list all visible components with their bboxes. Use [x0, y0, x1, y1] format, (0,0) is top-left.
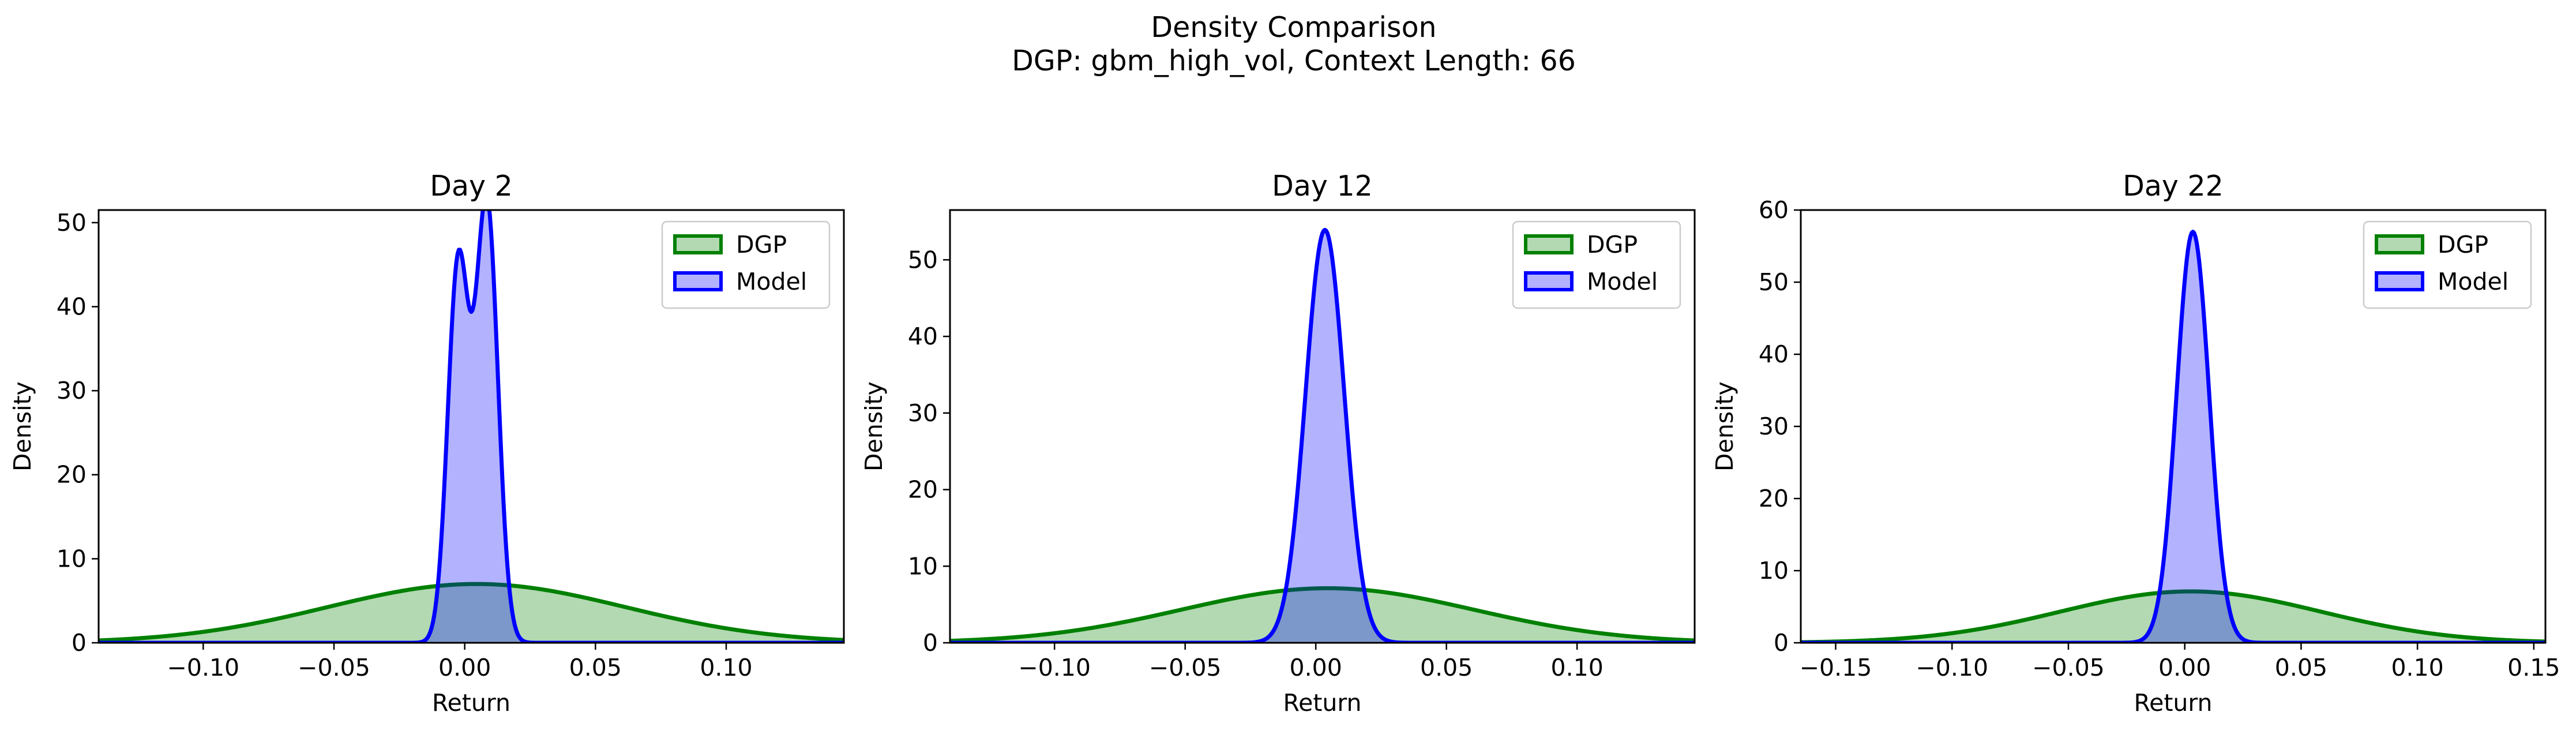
- x-tick-label: 0.05: [1420, 654, 1473, 681]
- x-tick-label: −0.15: [1800, 654, 1872, 681]
- x-tick-label: −0.10: [167, 654, 240, 681]
- x-tick-label: 0.00: [438, 654, 491, 681]
- panel-title: Day 22: [2123, 170, 2224, 203]
- plot-area: [99, 210, 844, 643]
- legend-swatch-dgp: [1524, 234, 1574, 254]
- legend: DGP Model: [1512, 220, 1681, 309]
- x-tick-label: 0.15: [2507, 654, 2560, 681]
- y-tick-label: 30: [1759, 413, 1789, 440]
- y-tick-label: 50: [908, 246, 938, 274]
- x-tick-label: −0.10: [1916, 654, 1988, 681]
- legend-label-dgp: DGP: [1587, 231, 1638, 259]
- plot-area: [950, 227, 1695, 643]
- y-tick-label: 20: [1759, 485, 1789, 512]
- y-tick-label: 0: [923, 629, 938, 657]
- legend-swatch-dgp: [673, 234, 723, 254]
- legend: DGP Model: [2363, 220, 2532, 309]
- panel-title: Day 12: [1272, 170, 1373, 203]
- model-density-line: [99, 210, 844, 643]
- y-tick-label: 10: [1759, 557, 1789, 585]
- y-tick-label: 40: [57, 293, 87, 320]
- panel-2: −0.10 −0.05 0.00 0.05 0.10 0 10 20 30 40 50 Day 12 R…: [860, 170, 1696, 717]
- panel-3: −0.15 −0.10 −0.05 0.00 0.05 0.10 0.15 0 10 20 30 40…: [1711, 170, 2560, 717]
- y-axis-label: Density: [9, 381, 36, 471]
- legend-swatch-model: [2375, 271, 2424, 291]
- legend-label-model: Model: [736, 268, 807, 295]
- legend-swatch-model: [1524, 271, 1574, 291]
- x-tick-label: 0.10: [700, 654, 752, 681]
- legend-label-dgp: DGP: [736, 231, 787, 259]
- y-axis-label: Density: [860, 381, 888, 471]
- x-axis-label: Return: [432, 689, 510, 717]
- x-tick-label: −0.05: [2032, 654, 2105, 681]
- model-density-area: [1801, 231, 2545, 643]
- y-tick-label: 0: [72, 629, 87, 657]
- x-tick-label: 0.10: [2391, 654, 2443, 681]
- model-density-line: [950, 227, 1695, 643]
- model-density-area: [99, 210, 844, 643]
- legend-swatch-model: [673, 271, 723, 291]
- x-tick-label: −0.10: [1018, 654, 1091, 681]
- model-density-area: [950, 230, 1695, 643]
- y-tick-label: 40: [1759, 340, 1789, 368]
- y-tick-label: 20: [57, 461, 87, 489]
- x-tick-label: 0.00: [2158, 654, 2211, 681]
- legend-box: [661, 220, 831, 309]
- y-tick-label: 60: [1759, 196, 1789, 224]
- x-axis-label: Return: [1283, 689, 1361, 717]
- panel-1: −0.10 −0.05 0.00 0.05 0.10 0 10 20 30 40 50 Day 2 Re…: [9, 170, 845, 717]
- x-tick-label: 0.05: [2275, 654, 2327, 681]
- y-tick-label: 50: [57, 209, 87, 237]
- dgp-density-area: [1801, 591, 2545, 643]
- legend-label-dgp: DGP: [2438, 231, 2488, 259]
- y-tick-label: 40: [908, 323, 938, 350]
- y-tick-label: 30: [57, 377, 87, 404]
- y-tick-label: 30: [908, 399, 938, 427]
- y-tick-label: 50: [1759, 268, 1789, 296]
- model-density-line: [1801, 230, 2545, 643]
- panel-title: Day 2: [430, 170, 513, 203]
- plot-area: [1801, 230, 2545, 643]
- legend: DGP Model: [661, 220, 831, 309]
- legend-box: [2363, 220, 2532, 309]
- legend-label-model: Model: [1587, 268, 1658, 295]
- legend-swatch-dgp: [2375, 234, 2424, 254]
- dgp-density-area: [950, 588, 1695, 643]
- dgp-density-line: [99, 582, 844, 643]
- x-tick-label: −0.05: [1149, 654, 1222, 681]
- x-tick-label: 0.10: [1551, 654, 1604, 681]
- x-axis-label: Return: [2134, 689, 2212, 717]
- dgp-density-area: [99, 584, 844, 643]
- x-tick-label: −0.05: [298, 654, 370, 681]
- legend-label-model: Model: [2438, 268, 2509, 295]
- x-tick-label: 0.00: [1290, 654, 1342, 681]
- figure-subtitle: DGP: gbm_high_vol, Context Length: 66: [1012, 44, 1576, 77]
- y-axis-label: Density: [1711, 381, 1738, 471]
- dgp-density-line: [1801, 589, 2545, 643]
- axes-frame: [949, 209, 1696, 644]
- legend-box: [1512, 220, 1681, 309]
- axes-frame: [97, 209, 845, 644]
- x-tick-label: 0.05: [569, 654, 622, 681]
- y-tick-label: 10: [908, 552, 938, 580]
- panels: −0.10 −0.05 0.00 0.05 0.10 0 10 20 30 40 50 Day 2 Re…: [9, 170, 2560, 717]
- y-tick-label: 20: [908, 476, 938, 504]
- y-tick-label: 10: [57, 545, 87, 572]
- dgp-density-line: [950, 586, 1695, 643]
- figure-title: Density Comparison: [1151, 11, 1436, 44]
- y-tick-label: 0: [1774, 629, 1789, 657]
